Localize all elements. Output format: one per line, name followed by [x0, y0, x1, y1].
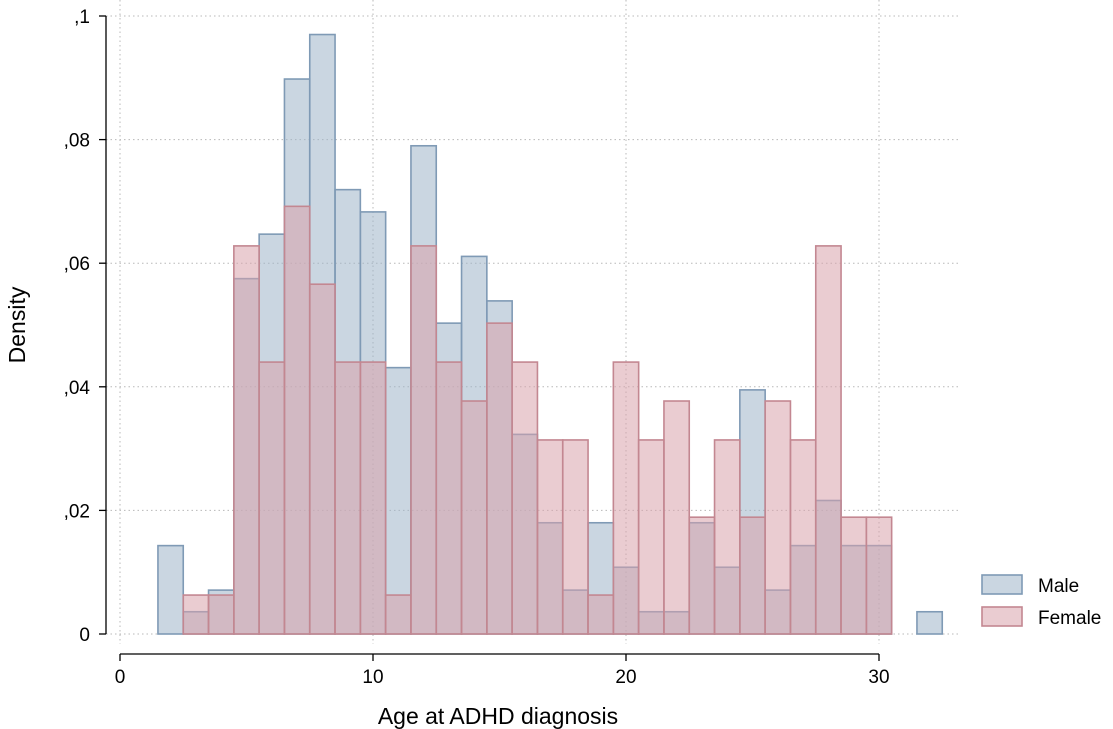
female-bar	[511, 361, 539, 635]
y-tick-labels: 0 ,02 ,04 ,06 ,08 ,1	[64, 7, 106, 646]
female-bar	[587, 594, 615, 635]
male-bar	[157, 544, 185, 635]
female-bars	[182, 205, 893, 635]
female-bar	[789, 439, 817, 635]
female-bar	[258, 361, 286, 635]
axes	[105, 16, 879, 655]
female-bar	[612, 361, 640, 635]
female-bar	[764, 400, 792, 635]
female-bar	[536, 439, 564, 635]
female-bar	[435, 361, 463, 635]
female-bar	[384, 594, 412, 635]
female-bar	[865, 516, 893, 635]
x-tick-labels: 0 10 20 30	[115, 654, 890, 688]
y-axis-title: Density	[4, 286, 30, 363]
female-bar	[663, 400, 691, 635]
female-bar	[283, 205, 311, 635]
female-bar	[334, 361, 362, 635]
y-tick-label: ,04	[64, 378, 91, 399]
y-tick-label: ,08	[64, 131, 90, 152]
female-bar	[207, 594, 235, 635]
legend: Male Female	[981, 574, 1101, 629]
y-tick-label: ,02	[64, 501, 90, 522]
female-bar	[486, 322, 513, 635]
female-bar	[840, 516, 868, 635]
female-bar	[688, 516, 716, 635]
female-bar	[359, 361, 387, 635]
legend-swatch-male	[981, 574, 1023, 595]
female-bar	[713, 439, 741, 635]
female-bar	[814, 245, 842, 635]
female-bar	[233, 245, 260, 635]
female-bar	[561, 439, 589, 635]
female-bar	[410, 245, 438, 635]
male-bar	[916, 610, 944, 635]
female-bar	[182, 594, 210, 635]
legend-swatch-female	[981, 606, 1023, 627]
legend-label-male: Male	[1038, 576, 1079, 597]
x-tick-label: 20	[615, 667, 636, 688]
x-tick-label: 30	[868, 667, 889, 688]
male-bar	[384, 366, 412, 635]
x-tick-label: 10	[362, 667, 383, 688]
y-tick-label: 0	[79, 625, 90, 646]
female-bar	[308, 283, 336, 635]
female-bar	[460, 400, 488, 635]
y-tick-label: ,1	[74, 7, 90, 28]
female-bar	[637, 439, 665, 635]
female-bar	[739, 516, 766, 635]
x-tick-label: 0	[115, 667, 126, 688]
x-axis-title: Age at ADHD diagnosis	[378, 703, 618, 729]
y-tick-label: ,06	[64, 254, 90, 275]
legend-label-female: Female	[1038, 608, 1101, 629]
